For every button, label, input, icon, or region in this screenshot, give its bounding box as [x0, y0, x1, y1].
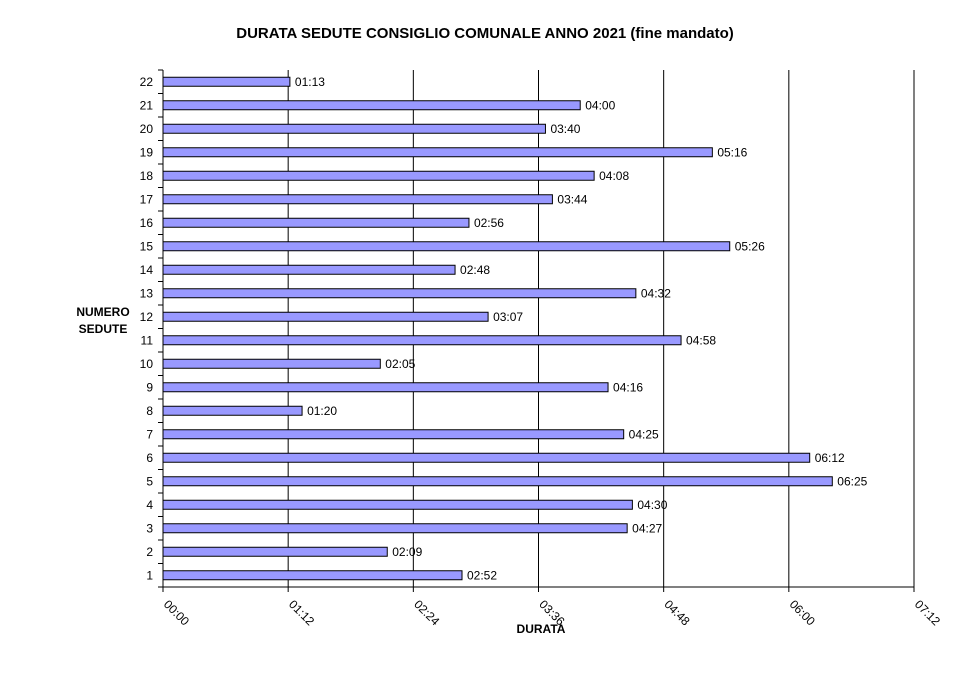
y-tick-label: 18	[140, 169, 154, 183]
y-tick-label: 21	[140, 98, 154, 112]
data-label: 06:12	[815, 451, 845, 465]
bar	[162, 311, 489, 322]
y-tick-label: 22	[140, 75, 154, 89]
data-label: 04:30	[637, 498, 667, 512]
bar	[162, 570, 463, 581]
y-tick-label: 9	[146, 380, 153, 394]
bar	[162, 429, 625, 440]
data-label: 05:26	[735, 239, 765, 253]
y-tick-label: 7	[146, 427, 153, 441]
data-label: 04:27	[632, 521, 662, 535]
y-tick-label: 16	[140, 216, 154, 230]
y-tick-label: 10	[140, 357, 154, 371]
bar	[162, 476, 833, 487]
data-label: 02:48	[460, 263, 490, 277]
y-tick-label: 3	[146, 521, 153, 535]
bar	[162, 100, 581, 111]
bar	[162, 194, 553, 205]
y-tick-label: 14	[140, 263, 154, 277]
x-axis-label: DURATA	[517, 622, 566, 636]
x-tick-label: 06:00	[787, 597, 818, 628]
bar	[162, 147, 713, 158]
data-label: 04:16	[613, 380, 643, 394]
bar	[162, 123, 546, 134]
y-tick-label: 12	[140, 310, 154, 324]
x-tick-label: 01:12	[286, 597, 317, 628]
bar	[162, 241, 731, 252]
bar	[162, 170, 595, 181]
data-label: 06:25	[837, 474, 867, 488]
y-tick-label: 4	[146, 498, 153, 512]
data-label: 02:52	[467, 568, 497, 582]
bar	[162, 523, 628, 534]
data-label: 04:08	[599, 169, 629, 183]
x-tick-label: 02:24	[411, 597, 442, 628]
data-label: 03:07	[493, 310, 523, 324]
y-tick-label: 1	[146, 568, 153, 582]
data-label: 04:25	[629, 427, 659, 441]
bar	[162, 335, 682, 346]
bar	[162, 546, 388, 557]
data-label: 01:20	[307, 404, 337, 418]
y-tick-label: 20	[140, 122, 154, 136]
bar	[162, 382, 609, 393]
data-label: 02:09	[392, 545, 422, 559]
data-label: 05:16	[717, 145, 747, 159]
y-tick-label: 5	[146, 474, 153, 488]
x-tick-label: 04:48	[662, 597, 693, 628]
bar	[162, 217, 470, 228]
y-tick-label: 2	[146, 545, 153, 559]
data-label: 03:40	[550, 122, 580, 136]
y-tick-label: 17	[140, 192, 154, 206]
y-tick-label: 13	[140, 286, 154, 300]
chart-title: DURATA SEDUTE CONSIGLIO COMUNALE ANNO 20…	[236, 25, 734, 42]
bar	[162, 264, 456, 275]
bar	[162, 499, 633, 510]
data-label: 04:32	[641, 286, 671, 300]
bar	[162, 358, 381, 369]
y-tick-label: 6	[146, 451, 153, 465]
y-tick-label: 19	[140, 145, 154, 159]
data-label: 02:56	[474, 216, 504, 230]
x-tick-label: 07:12	[912, 597, 943, 628]
bar	[162, 452, 811, 463]
data-label: 04:00	[585, 98, 615, 112]
data-label: 03:44	[557, 192, 587, 206]
y-tick-label: 8	[146, 404, 153, 418]
y-tick-label: 15	[140, 239, 154, 253]
y-tick-label: 11	[141, 333, 154, 347]
data-label: 04:58	[686, 333, 716, 347]
bar	[162, 288, 637, 299]
data-label: 01:13	[295, 75, 325, 89]
bar	[162, 76, 291, 87]
bar	[162, 405, 303, 416]
y-axis-label-line2: SEDUTE	[79, 322, 128, 336]
y-axis-label-line1: NUMERO	[76, 305, 129, 319]
x-tick-label: 00:00	[161, 597, 192, 628]
data-label: 02:05	[385, 357, 415, 371]
